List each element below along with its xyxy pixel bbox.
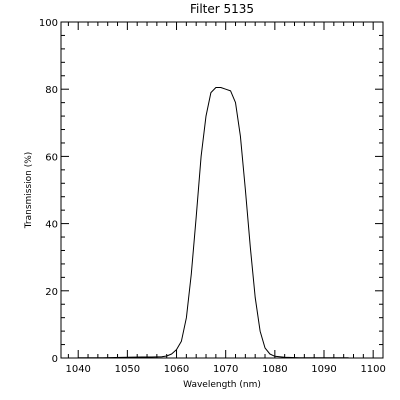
chart-title: Filter 5135 (190, 2, 254, 16)
x-tick-label: 1100 (360, 364, 385, 375)
y-tick-label: 40 (45, 220, 58, 231)
axis-tick-labels: 1040 1050 1060 1070 1080 1090 1100 0 20 40 60 80 100 (39, 18, 386, 375)
x-tick-label: 1060 (164, 364, 189, 375)
y-tick-label: 0 (52, 354, 58, 365)
y-tick-label: 100 (39, 18, 58, 29)
x-tick-label: 1050 (115, 364, 140, 375)
x-tick-label: 1090 (311, 364, 336, 375)
axis-ticks (61, 21, 384, 359)
plot-series (78, 87, 349, 359)
x-tick-label: 1070 (213, 364, 238, 375)
y-tick-label: 80 (45, 85, 58, 96)
y-tick-label: 60 (45, 152, 58, 163)
x-tick-label: 1080 (262, 364, 287, 375)
plot-frame (60, 21, 384, 359)
x-axis-label: Wavelength (nm) (183, 380, 261, 390)
y-axis-label: Transmission (%) (24, 152, 34, 230)
x-tick-label: 1040 (65, 364, 90, 375)
series-line (78, 87, 349, 359)
y-tick-label: 20 (45, 287, 58, 298)
